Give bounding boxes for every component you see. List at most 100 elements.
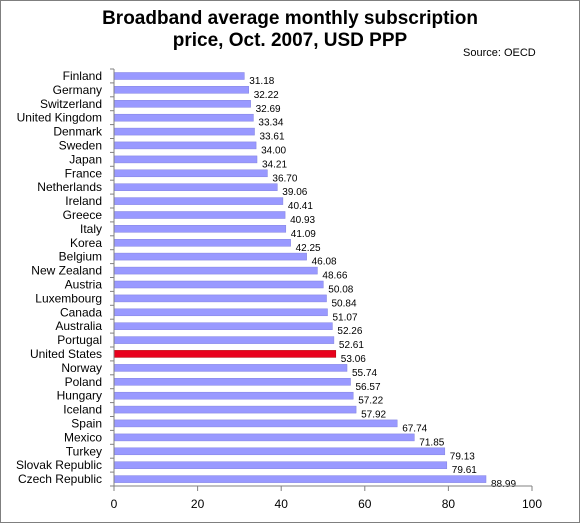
chart-source: Source: OECD (463, 47, 536, 59)
category-label: Hungary (57, 389, 102, 403)
category-label: Denmark (53, 125, 103, 139)
category-label: Norway (61, 361, 102, 375)
bar-norway (113, 364, 348, 372)
bar-mexico (113, 433, 415, 442)
category-label: Mexico (64, 430, 102, 444)
bar-italy (113, 225, 287, 233)
category-label: United States (30, 347, 102, 361)
data-label: 67.74 (402, 423, 427, 434)
x-tick-label: 0 (111, 497, 118, 511)
category-label: Japan (69, 152, 102, 166)
bar-luxembourg (113, 294, 327, 303)
data-label: 33.61 (260, 132, 285, 143)
data-label: 79.13 (450, 451, 475, 462)
data-label: 46.08 (312, 257, 337, 268)
bar-slovak-republic (113, 461, 448, 469)
bar-france (113, 169, 268, 178)
data-label: 34.21 (262, 159, 287, 170)
bar-portugal (113, 336, 335, 344)
data-label: 33.34 (258, 118, 283, 129)
category-label: Germany (53, 83, 102, 97)
bar-japan (113, 155, 258, 164)
category-label: Ireland (65, 194, 102, 208)
data-label: 36.70 (272, 173, 297, 184)
data-label: 42.25 (296, 243, 321, 254)
category-label: Korea (70, 236, 102, 250)
category-label: Italy (80, 222, 102, 236)
bar-ireland (113, 197, 284, 205)
bar-united-states (113, 350, 337, 358)
data-label: 52.26 (337, 326, 362, 337)
category-label: Greece (63, 208, 103, 222)
data-label: 52.61 (339, 340, 364, 351)
category-label: France (65, 166, 103, 180)
category-label: New Zealand (31, 264, 102, 278)
data-label: 34.00 (261, 145, 286, 156)
category-label: Austria (65, 278, 103, 292)
category-label: United Kingdom (17, 111, 102, 125)
category-label: Australia (55, 319, 102, 333)
bar-austria (113, 280, 324, 289)
bar-australia (113, 322, 333, 330)
category-label: Iceland (63, 403, 102, 417)
x-tick-label: 60 (358, 497, 372, 511)
chart-title: Broadband average monthly subscription p… (0, 8, 580, 52)
category-label: Sweden (59, 138, 102, 152)
bar-united-kingdom (113, 113, 254, 122)
category-label: Canada (60, 305, 102, 319)
category-label: Czech Republic (18, 472, 102, 486)
category-label: Portugal (57, 333, 102, 347)
bar-turkey (113, 447, 446, 456)
data-label: 39.06 (282, 187, 307, 198)
bar-greece (113, 211, 286, 219)
bar-belgium (113, 252, 307, 261)
data-label: 40.41 (288, 201, 313, 212)
data-label: 57.22 (358, 396, 383, 407)
bar-czech-republic (113, 475, 487, 483)
bar-new-zealand (113, 266, 318, 275)
category-label: Belgium (59, 250, 102, 264)
chart-title-line2: price, Oct. 2007, USD PPP (172, 30, 408, 51)
bar-iceland (113, 405, 357, 414)
category-label: Poland (65, 375, 102, 389)
category-label: Finland (63, 69, 102, 83)
data-label: 71.85 (419, 437, 444, 448)
data-label: 48.66 (322, 271, 347, 282)
bar-korea (113, 239, 291, 247)
bar-denmark (113, 127, 255, 136)
chart-title-line1: Broadband average monthly subscription (102, 8, 478, 29)
bar-poland (113, 378, 351, 386)
data-label: 31.18 (249, 76, 274, 87)
data-label: 57.92 (361, 410, 386, 421)
data-label: 50.84 (332, 298, 357, 309)
category-label: Spain (71, 416, 102, 430)
data-label: 32.22 (254, 90, 279, 101)
data-label: 41.09 (291, 229, 316, 240)
category-label: Turkey (66, 444, 102, 458)
data-label: 56.57 (356, 382, 381, 393)
x-tick-label: 20 (191, 497, 205, 511)
data-label: 79.61 (452, 465, 477, 476)
bar-sweden (113, 141, 257, 150)
data-label: 55.74 (352, 368, 377, 379)
bar-canada (113, 308, 328, 317)
bar-hungary (113, 391, 354, 400)
data-label: 32.69 (256, 104, 281, 115)
data-label: 40.93 (290, 215, 315, 226)
data-label: 51.07 (333, 312, 358, 323)
bar-germany (113, 86, 249, 94)
category-label: Slovak Republic (16, 458, 102, 472)
x-tick-label: 100 (522, 497, 542, 511)
bar-finland (113, 72, 245, 80)
category-label: Netherlands (37, 180, 102, 194)
data-label: 50.08 (328, 285, 353, 296)
x-tick-label: 80 (442, 497, 456, 511)
bar-spain (113, 419, 398, 428)
category-label: Switzerland (40, 97, 102, 111)
bar-switzerland (113, 100, 251, 108)
category-label: Luxembourg (35, 291, 102, 305)
data-label: 88.99 (491, 479, 516, 490)
bar-netherlands (113, 183, 278, 191)
x-tick-label: 40 (275, 497, 289, 511)
